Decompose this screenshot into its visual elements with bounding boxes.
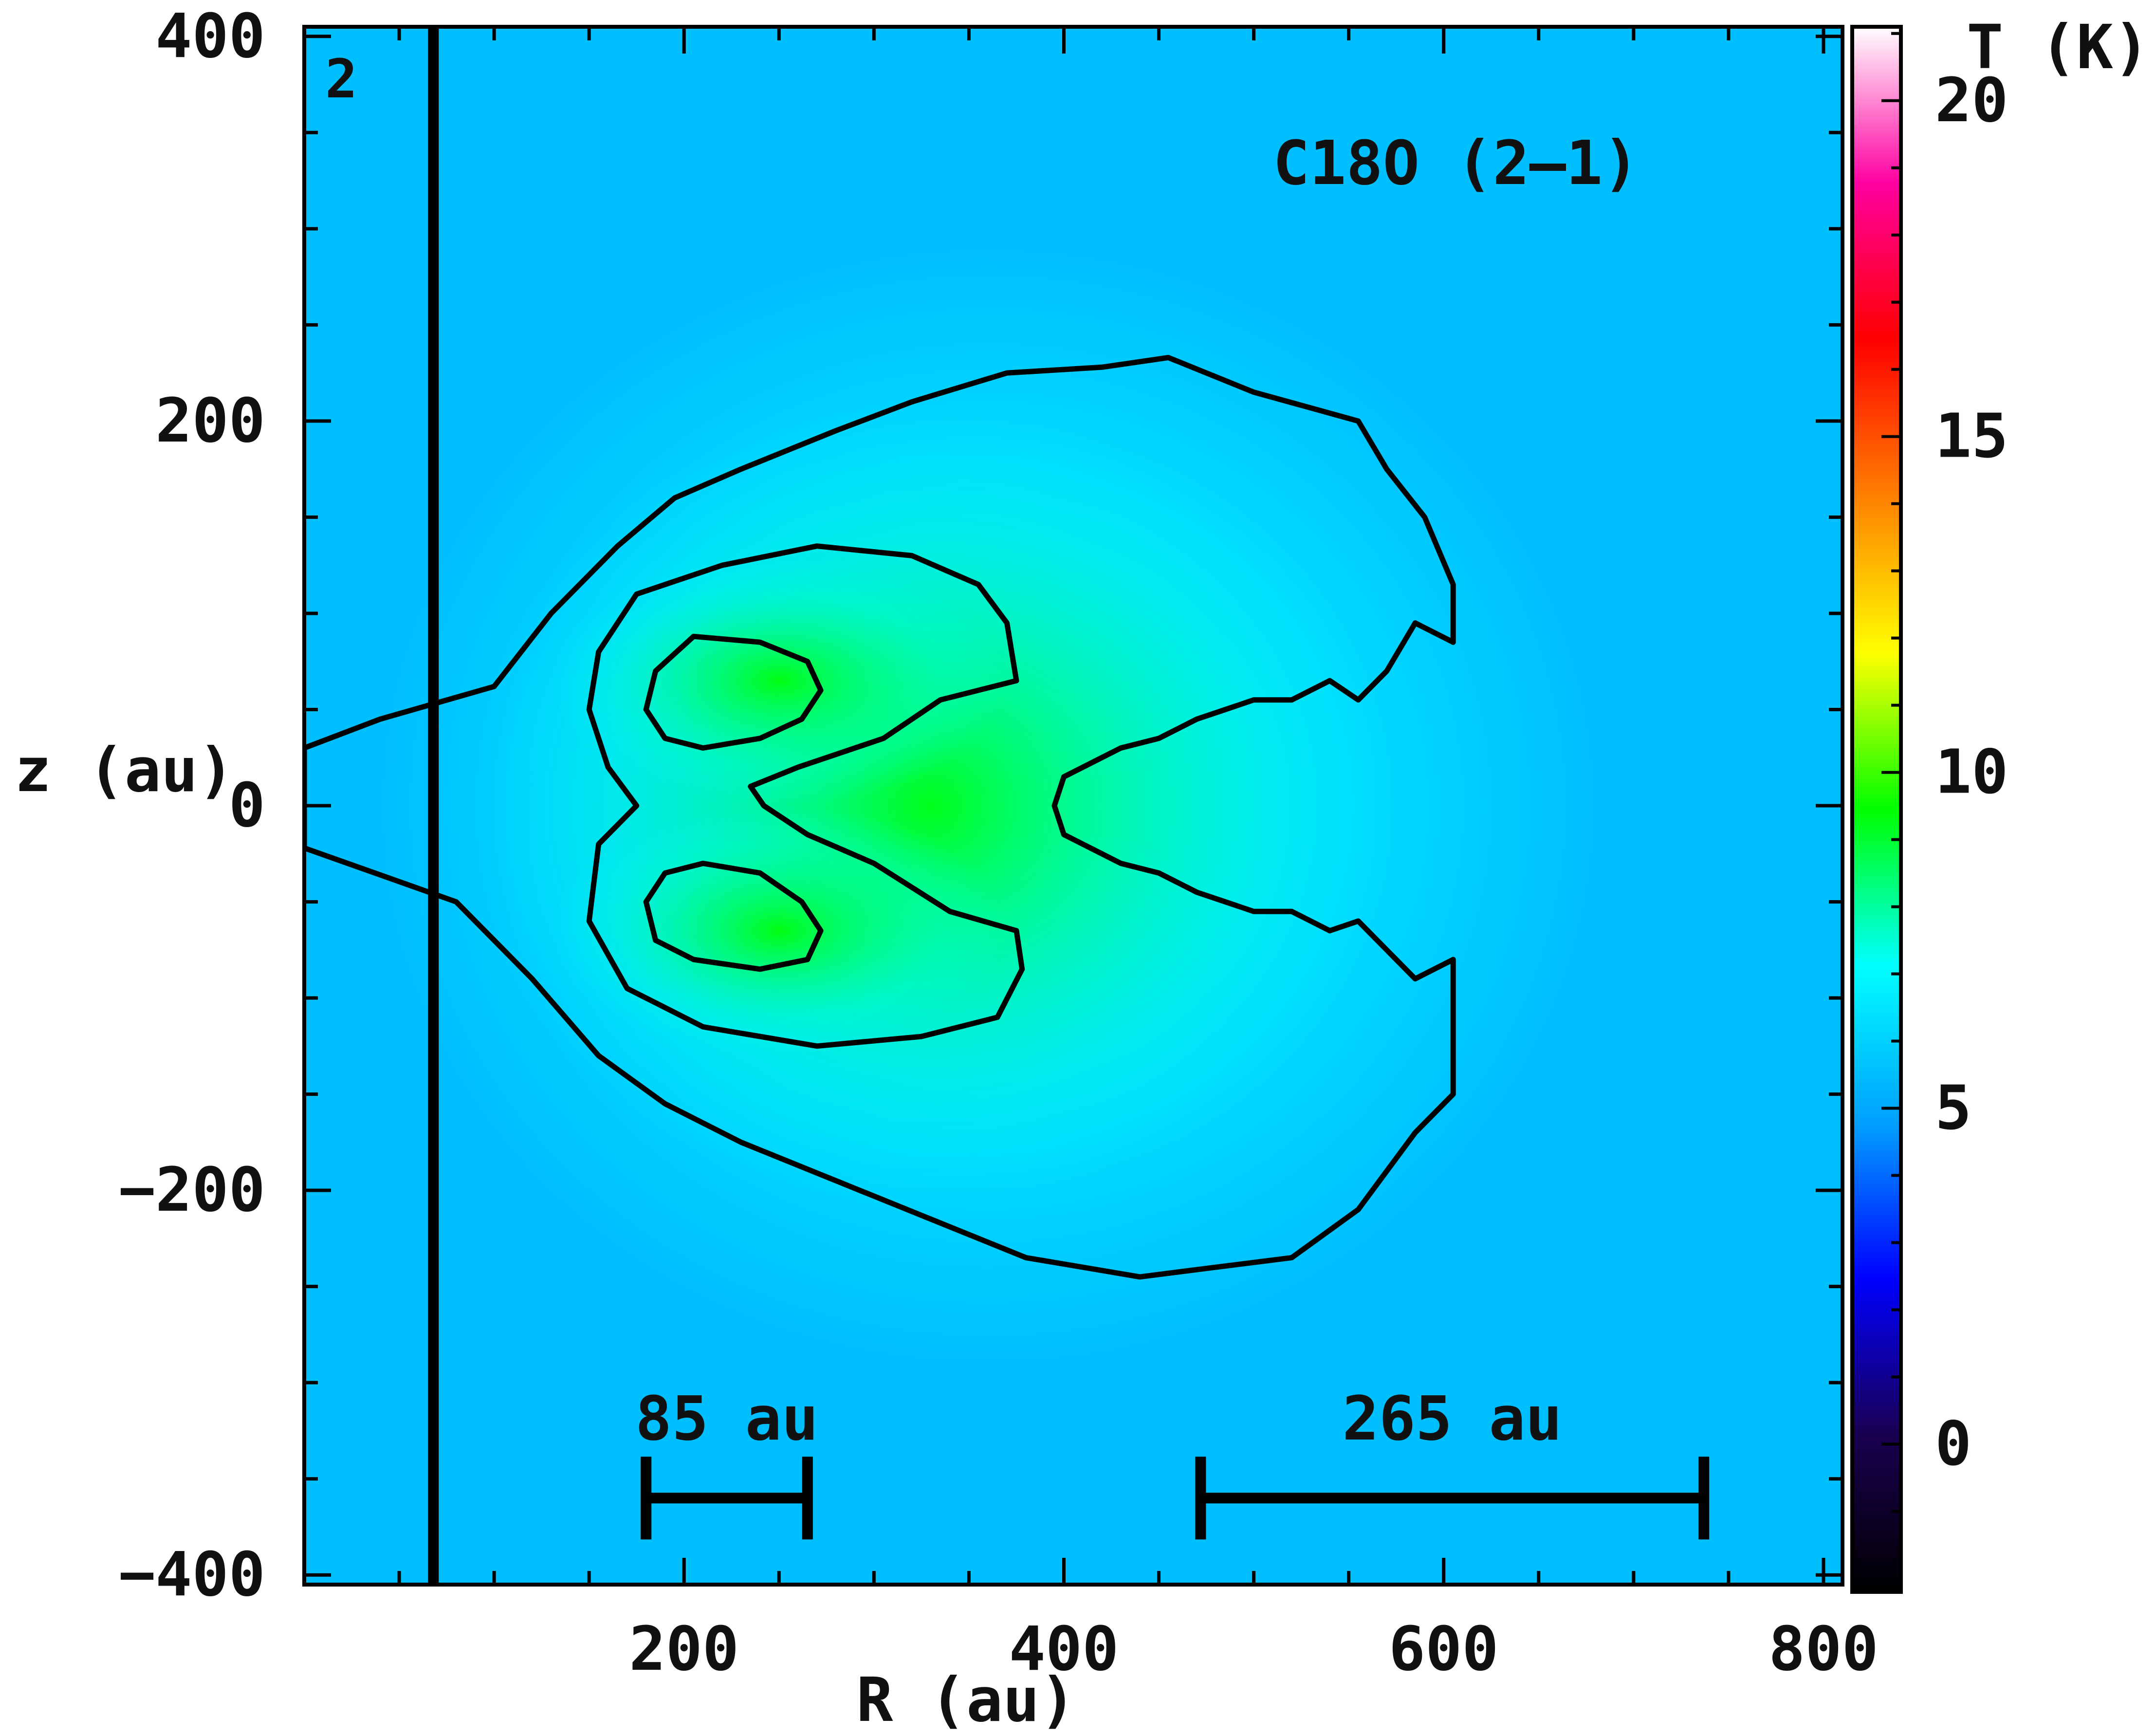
scale-bars: 85 au 265 au <box>635 1384 1710 1540</box>
colorbar-tick-label: 5 <box>1935 1073 1971 1144</box>
emission-glow <box>465 402 1397 1210</box>
y-tick-label: 200 <box>155 386 265 456</box>
line-label: C18O (2–1) <box>1273 128 1639 199</box>
y-axis-label: z (au) <box>15 735 235 806</box>
contour-lines <box>304 355 1456 1280</box>
colorbar-label: T (K) <box>1967 12 2150 83</box>
colorbar-tick-label: 20 <box>1935 65 2008 136</box>
contour-mid-1 <box>586 543 1025 1049</box>
scale-bar-label: 85 au <box>635 1384 818 1454</box>
contour-inner-2 <box>643 633 824 751</box>
y-tick-label: −200 <box>119 1155 265 1225</box>
colorbar-tick-label: 10 <box>1935 737 2008 808</box>
y-tick-label: 400 <box>155 1 265 72</box>
x-tick-label: 200 <box>629 1614 739 1684</box>
scale-bar-label: 265 au <box>1343 1384 1563 1454</box>
colorbar-scale <box>1850 25 1903 1594</box>
emission-core-lower <box>551 806 1007 1056</box>
x-tick-label: 600 <box>1389 1614 1499 1684</box>
colorbar: 0 5 10 15 20 T (K) <box>1850 12 2150 1594</box>
colorbar-tick-label: 15 <box>1935 401 2008 472</box>
map-area <box>302 25 1844 1587</box>
y-axis: −400 −200 0 200 400 <box>119 1 1842 1610</box>
y-tick-label: −400 <box>119 1539 265 1610</box>
x-tick-label: 800 <box>1768 1614 1879 1684</box>
y-tick-label: 0 <box>229 770 265 841</box>
emission-core-upper <box>551 555 1007 806</box>
x-tick-label: 400 <box>1009 1614 1119 1684</box>
x-axis: 200 400 600 800 <box>397 27 1879 1684</box>
panel-label: 2 <box>325 48 357 110</box>
x-axis-label: R (au) <box>856 1665 1076 1736</box>
contour-outer-0 <box>304 355 1456 1280</box>
colorbar-ticks: 0 5 10 15 20 <box>1881 32 2008 1513</box>
contour-inner-3 <box>643 861 824 972</box>
colorbar-tick-label: 0 <box>1935 1408 1971 1479</box>
